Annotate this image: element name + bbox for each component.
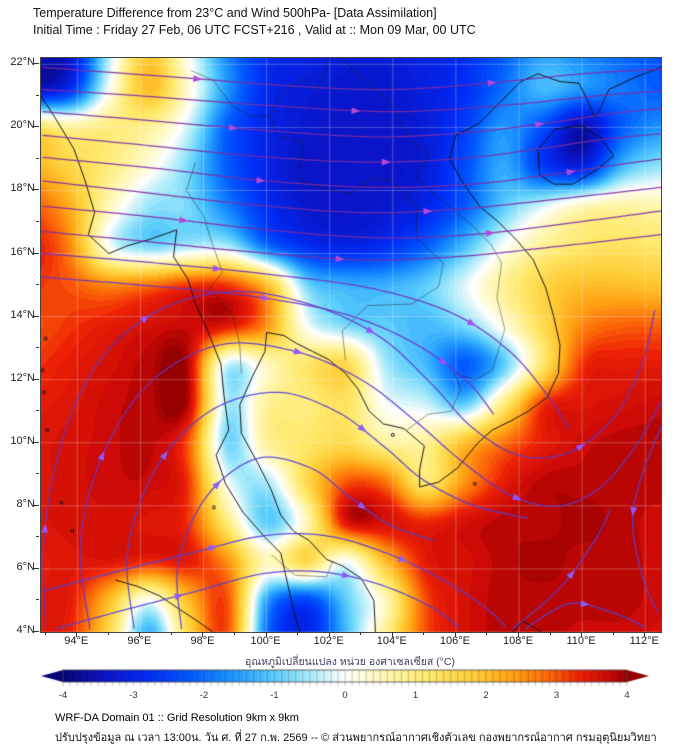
colorbar-tick-label: 0 [342,690,348,701]
lon-tick-mark [518,632,519,637]
lon-tick-mark [170,632,172,635]
lat-tick-label: 20°N [10,119,35,132]
lat-tick-mark [36,284,39,286]
footer-domain-info: WRF-DA Domain 01 :: Grid Resolution 9km … [55,712,299,724]
lat-tick-label: 10°N [10,434,35,447]
lat-tick-mark [34,189,39,191]
lon-tick-label: 106°E [439,635,470,647]
lat-tick-mark [34,567,39,569]
lat-tick-mark [36,157,39,159]
colorbar-tick-label: -3 [129,690,138,701]
lon-tick-label: 94°E [64,635,89,647]
lon-tick-mark [391,632,393,637]
lon-tick-mark [44,632,46,635]
lat-tick-mark [34,378,39,380]
lon-tick-mark [234,632,236,635]
lon-tick-label: 108°E [502,635,534,647]
lat-tick-label: 4°N [16,624,35,636]
lat-tick-mark [34,63,39,65]
lon-tick-label: 100°E [250,635,281,647]
lon-tick-label: 98°E [190,635,215,647]
lon-tick-mark [297,632,299,635]
lat-tick-label: 16°N [10,245,35,258]
colorbar-tick-label: 3 [553,690,560,701]
lat-tick-label: 8°N [16,497,35,510]
lat-tick-mark [36,94,39,96]
lat-tick-mark [36,473,39,475]
lat-tick-mark [34,631,39,632]
colorbar-label: อุณหภูมิเปลี่ยนแปลง หน่วย องศาเซลเซียส (… [245,656,455,668]
lat-tick-label: 18°N [10,182,35,195]
lat-tick-mark [36,347,39,349]
colorbar-tick-label: 4 [624,690,630,701]
lon-tick-mark [360,632,362,635]
lon-tick-mark [549,632,551,635]
map-area: 22°N 20°N 18°N 16°N 14°N 12°N 10°N 8°N 6°N 4°N 94… [10,56,662,647]
lon-tick-label: 112°E [629,635,659,647]
colorbar-canvas [30,668,650,690]
lon-tick-mark [139,632,141,637]
lat-tick-label: 12°N [10,371,35,384]
lon-tick-label: 104°E [376,635,407,647]
colorbar-tick-label: -4 [58,690,68,701]
lon-tick-mark [423,632,425,635]
footer-credit: ปรับปรุงข้อมูล ณ เวลา 13:00น. วัน ศ. ที่… [55,732,657,744]
colorbar-tick-label: 2 [483,690,489,701]
lon-tick-mark [581,632,583,637]
lat-tick-mark [34,126,39,128]
lon-tick-label: 110°E [566,635,596,647]
temperature-wind-map-canvas [40,57,662,633]
lon-tick-mark [486,632,488,635]
lon-tick-mark [454,632,456,637]
lat-tick-label: 6°N [16,560,35,573]
lat-tick-label: 22°N [10,56,35,69]
lon-tick-label: 102°E [313,635,344,647]
lat-tick-mark [34,441,39,443]
colorbar-tick-label: 1 [412,690,419,701]
lon-tick-mark [107,632,109,635]
lon-tick-mark [644,632,646,637]
lat-tick-mark [36,599,39,601]
lon-tick-label: 96°E [127,635,152,647]
lon-tick-mark [76,632,78,637]
colorbar-tick-label: -1 [270,690,279,701]
lon-tick-mark [265,632,267,637]
page-title: Temperature Difference from 23°C and Win… [33,6,437,20]
lat-tick-label: 14°N [10,308,35,321]
lon-tick-mark [328,632,330,637]
lon-tick-mark [202,632,204,637]
lat-tick-mark [36,536,39,538]
lat-tick-mark [36,221,39,222]
page-subtitle: Initial Time : Friday 27 Feb, 06 UTC FCS… [33,23,476,37]
lon-tick-mark [612,632,614,635]
lat-tick-mark [34,252,39,254]
lat-tick-mark [34,504,39,506]
lat-tick-mark [34,315,39,317]
lat-tick-mark [36,410,39,412]
colorbar-tick-label: -2 [199,690,209,701]
